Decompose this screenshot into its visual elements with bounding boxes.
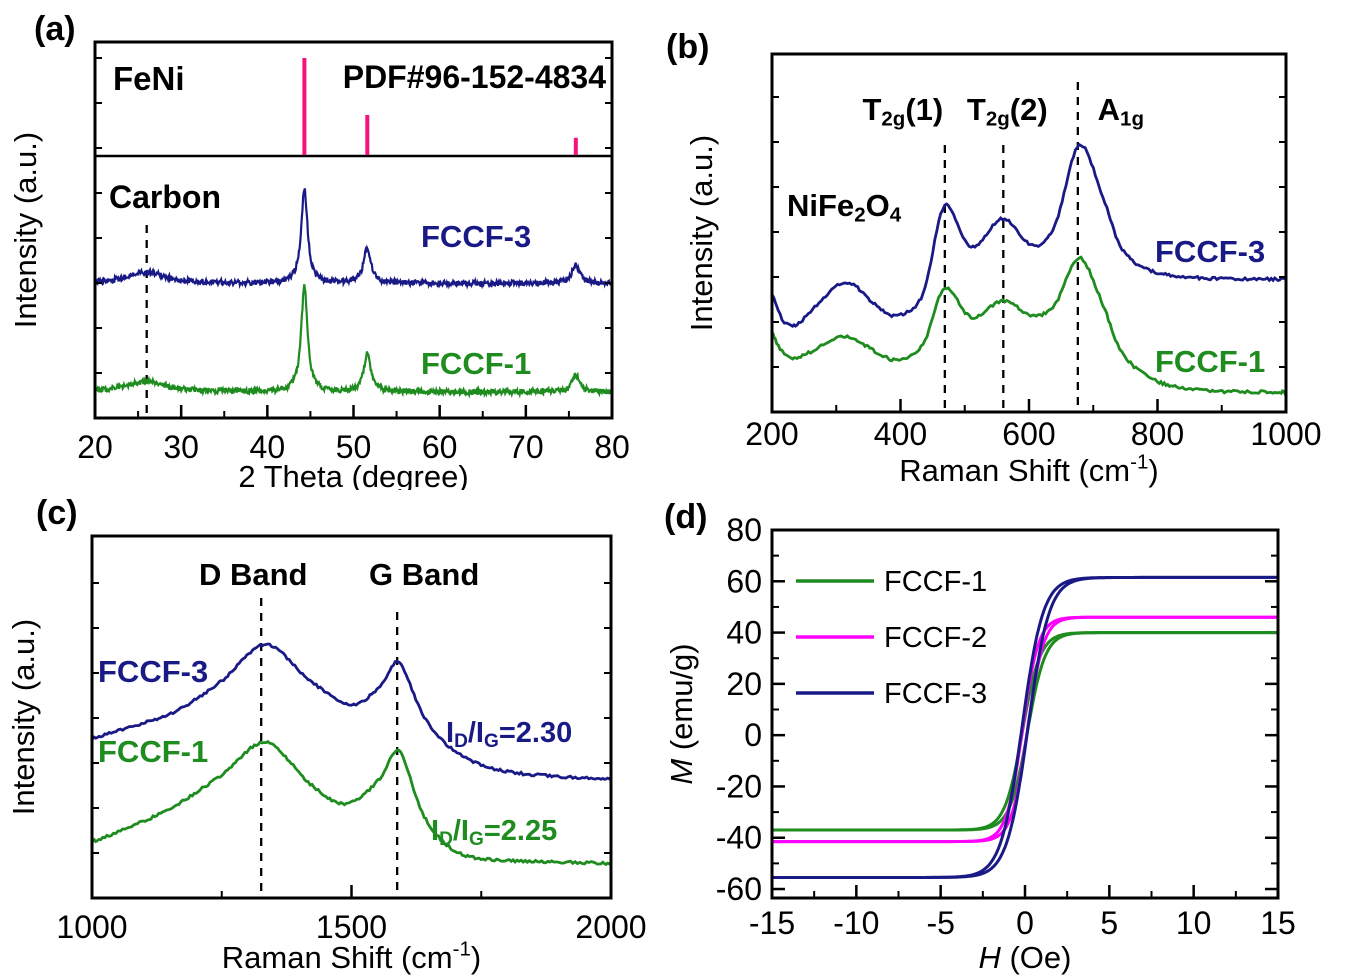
nife2o4-annotation: NiFe2O4 bbox=[787, 188, 902, 227]
legend-label-fccf-1: FCCF-1 bbox=[884, 566, 987, 598]
fccf-1-raman-curve bbox=[90, 739, 613, 867]
fccf-3-hysteresis-branch bbox=[772, 575, 1278, 879]
x-tick-label: 2000 bbox=[575, 909, 646, 945]
x-tick-label: 50 bbox=[336, 429, 372, 465]
legend: FCCF-1 FCCF-2 FCCF-3 bbox=[796, 566, 987, 710]
fccf-1-hysteresis-branch bbox=[772, 631, 1278, 832]
x-axis: -15 -10 -5 0 5 10 15 bbox=[749, 885, 1296, 941]
y-tick-label: 80 bbox=[726, 512, 762, 548]
x-tick-label: 70 bbox=[508, 429, 544, 465]
x-tick-label: 600 bbox=[1002, 416, 1055, 452]
fccf-3-label: FCCF-3 bbox=[421, 219, 531, 254]
y-tick-label: 60 bbox=[726, 563, 762, 599]
x-axis-title: 2 Theta (degree) bbox=[238, 459, 468, 490]
fccf-3-hysteresis-branch bbox=[772, 575, 1278, 879]
panel-label-d: (d) bbox=[664, 498, 708, 536]
x-axis-title: Raman Shift (cm-1) bbox=[899, 451, 1158, 488]
fccf-1-hysteresis-branch bbox=[772, 631, 1278, 832]
panel-label-a: (a) bbox=[34, 10, 76, 48]
y-axis-title: Intensity (a.u.) bbox=[684, 135, 719, 331]
x-tick-label: 20 bbox=[77, 429, 113, 465]
side-minor-ticks bbox=[92, 582, 611, 854]
legend-label-fccf-3: FCCF-3 bbox=[884, 678, 987, 710]
y-tick-label: 20 bbox=[726, 666, 762, 702]
phase-label-carbon: Carbon bbox=[109, 179, 221, 215]
x-tick-label: 800 bbox=[1131, 416, 1184, 452]
fccf-1-raman-curve bbox=[771, 255, 1287, 396]
y-tick-label: 0 bbox=[744, 717, 762, 753]
x-tick-label: 10 bbox=[1176, 905, 1212, 941]
band-label: G Band bbox=[369, 557, 479, 592]
fccf-3-xrd-curve bbox=[93, 188, 613, 290]
y-axis-title: M (emu/g) bbox=[664, 643, 699, 784]
panel-b-raman-chart: Intensity (a.u.) 200 400 600 800 1000 Raman Sh… bbox=[684, 52, 1322, 488]
x-axis-title: H (Oe) bbox=[978, 940, 1071, 975]
panel-label-b: (b) bbox=[666, 28, 710, 66]
fccf-2-hysteresis-branch bbox=[772, 615, 1278, 844]
panel-a-xrd-chart: Intensity (a.u.) 20 30 40 50 60 70 80 2 Theta (d… bbox=[8, 40, 630, 490]
fccf-3-raman-curve bbox=[770, 142, 1287, 328]
x-tick-label: 0 bbox=[1016, 905, 1034, 941]
phase-label-feni: FeNi bbox=[113, 60, 185, 97]
x-tick-label: 40 bbox=[250, 429, 286, 465]
x-tick-label: 1000 bbox=[56, 909, 127, 945]
x-axis: 200 400 600 800 1000 bbox=[745, 399, 1322, 452]
fccf-3-label: FCCF-3 bbox=[98, 654, 208, 689]
fccf-1-label: FCCF-1 bbox=[1155, 344, 1265, 379]
y-axis-title: Intensity (a.u.) bbox=[8, 132, 43, 328]
x-tick-label: 80 bbox=[594, 429, 630, 465]
x-tick-label: 1500 bbox=[316, 909, 387, 945]
x-axis-title: Raman Shift (cm-1) bbox=[222, 938, 481, 975]
x-tick-label: -5 bbox=[926, 905, 954, 941]
x-tick-label: 5 bbox=[1100, 905, 1118, 941]
panel-c-raman-dg-chart: Intensity (a.u.) 1000 1500 2000 Raman Shift … bbox=[6, 534, 647, 975]
fccf-3-id-ig-ratio: ID/IG=2.30 bbox=[446, 717, 572, 752]
y-axis-title: Intensity (a.u.) bbox=[6, 619, 41, 815]
fccf-3-label: FCCF-3 bbox=[1155, 234, 1265, 269]
side-minor-ticks bbox=[95, 57, 612, 374]
x-tick-label: 15 bbox=[1260, 905, 1296, 941]
y-tick-label: -20 bbox=[716, 768, 762, 804]
band-label: D Band bbox=[199, 557, 308, 592]
y-tick-label: -40 bbox=[716, 820, 762, 856]
x-tick-label: 1000 bbox=[1250, 416, 1321, 452]
x-tick-label: 60 bbox=[422, 429, 458, 465]
x-tick-label: -10 bbox=[833, 905, 879, 941]
mode-label: T2g(2) bbox=[967, 92, 1048, 131]
fccf-3-raman-curve bbox=[90, 642, 612, 782]
pdf-card-label: PDF#96-152-4834 bbox=[343, 59, 606, 95]
plot-frame bbox=[93, 40, 614, 420]
panel-label-c: (c) bbox=[36, 494, 78, 532]
y-tick-label: 40 bbox=[726, 615, 762, 651]
x-tick-label: 30 bbox=[163, 429, 199, 465]
mode-label: A1g bbox=[1098, 92, 1144, 131]
fccf-1-id-ig-ratio: ID/IG=2.25 bbox=[431, 815, 557, 850]
y-axis: -60 -40 -20 0 20 40 60 80 bbox=[716, 512, 1278, 907]
fccf-1-label: FCCF-1 bbox=[98, 734, 208, 769]
x-axis: 20 30 40 50 60 70 80 bbox=[77, 405, 630, 465]
panel-d-hysteresis-chart: M (emu/g) -15 -10 -5 0 5 10 15 H (Oe) -60 -40 -20 0 2… bbox=[664, 512, 1296, 975]
legend-label-fccf-2: FCCF-2 bbox=[884, 622, 987, 654]
mode-label: T2g(1) bbox=[862, 92, 943, 131]
x-axis: 1000 1500 2000 bbox=[56, 885, 647, 945]
plot-frame bbox=[770, 528, 1280, 900]
x-tick-label: 400 bbox=[874, 416, 927, 452]
x-tick-label: 200 bbox=[745, 416, 798, 452]
fccf-1-xrd-curve bbox=[94, 284, 613, 399]
side-minor-ticks bbox=[772, 96, 1286, 368]
fccf-1-label: FCCF-1 bbox=[421, 346, 531, 381]
x-tick-label: -15 bbox=[749, 905, 795, 941]
y-tick-label: -60 bbox=[716, 871, 762, 907]
pdf-reference-peaks bbox=[302, 57, 578, 155]
fccf-2-hysteresis-branch bbox=[772, 615, 1278, 844]
